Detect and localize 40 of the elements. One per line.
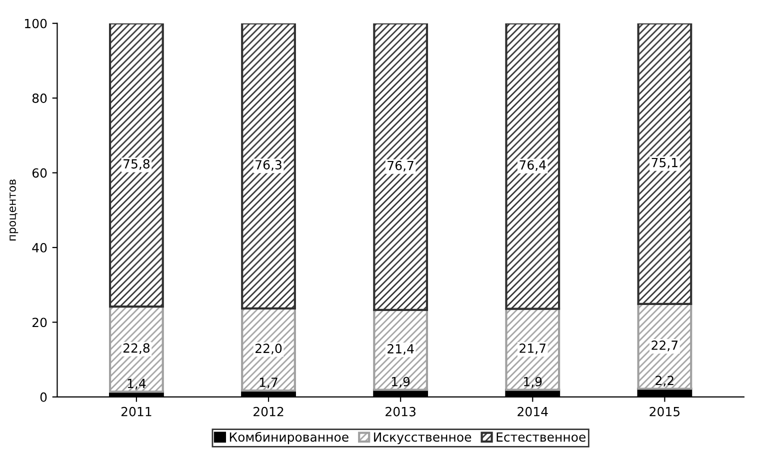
y-axis-title: процентов <box>10 180 18 240</box>
legend-label: Искусственное <box>374 432 472 444</box>
data-label: 2,2 <box>656 376 674 386</box>
data-label: 22,0 <box>256 344 282 354</box>
x-tick-label: 2011 <box>121 406 152 416</box>
data-label: 1,4 <box>128 378 146 390</box>
y-tick-label: 40 <box>32 242 47 252</box>
data-label: 76,4 <box>520 160 546 171</box>
y-tick-label: 20 <box>32 318 47 328</box>
bar <box>637 302 692 390</box>
y-tick-label: 80 <box>32 94 47 103</box>
y-tick-label: 60 <box>32 168 47 178</box>
data-label: 22,7 <box>652 340 678 352</box>
bar <box>241 307 296 392</box>
data-label: 76,3 <box>256 160 282 171</box>
bar <box>505 23 560 310</box>
bar <box>241 23 296 310</box>
bar <box>373 308 428 391</box>
data-label: 1,7 <box>260 378 278 388</box>
bar <box>109 305 164 393</box>
x-tick-label: 2014 <box>518 406 548 416</box>
bar <box>373 23 428 311</box>
data-label: 1,9 <box>392 376 410 388</box>
data-label: 75,8 <box>124 159 150 170</box>
bar <box>505 308 560 391</box>
legend-label: Комбинированное <box>230 432 348 444</box>
y-tick-label: 100 <box>25 18 47 28</box>
bar <box>637 23 692 305</box>
y-tick-label: 0 <box>40 392 47 402</box>
data-label: 1,9 <box>524 376 542 388</box>
legend-label: Естественное <box>496 432 586 442</box>
x-tick-label: 2015 <box>650 406 680 416</box>
data-label: 76,7 <box>388 160 414 172</box>
x-tick-label: 2013 <box>386 406 416 416</box>
data-label: 75,1 <box>652 158 678 169</box>
data-label: 21,4 <box>388 344 414 355</box>
data-label: 21,7 <box>520 343 546 354</box>
bar <box>109 23 164 308</box>
data-label: 22,8 <box>123 343 150 354</box>
x-tick-label: 2012 <box>254 406 284 416</box>
